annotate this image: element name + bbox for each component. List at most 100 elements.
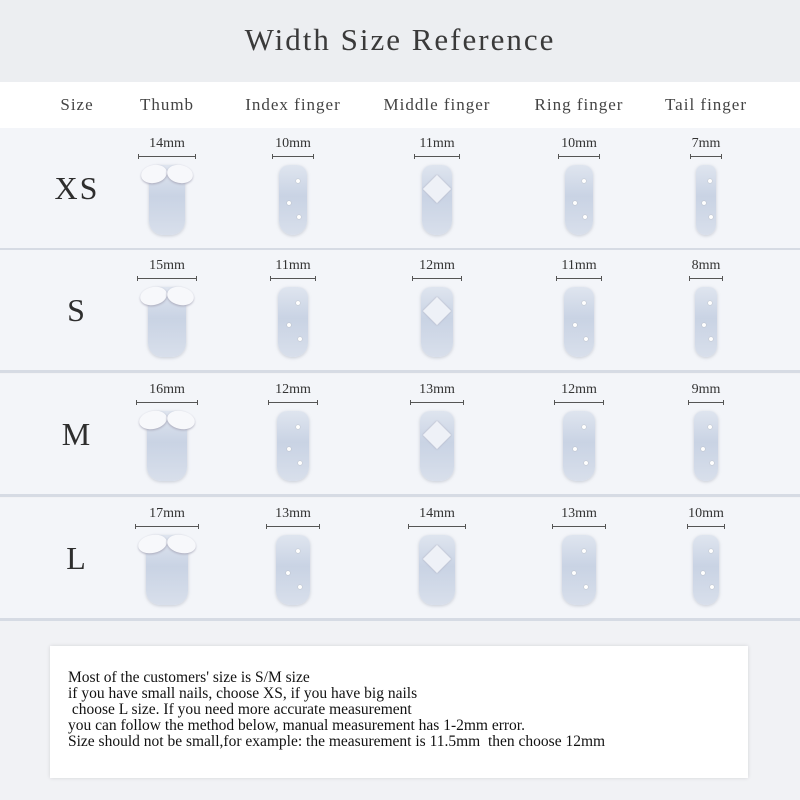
nail-image <box>278 287 308 357</box>
size-label: XS <box>54 170 100 206</box>
width-label: 10mm <box>688 506 724 521</box>
size-label: M <box>61 416 93 452</box>
bow-decoration-icon <box>138 284 196 311</box>
header-size: Size <box>60 95 94 114</box>
width-label: 12mm <box>275 382 311 397</box>
measure-bar-icon <box>138 154 196 159</box>
width-label: 14mm <box>149 136 185 151</box>
nail-image <box>563 411 595 481</box>
measure-bar-icon <box>690 154 722 159</box>
width-label: 7mm <box>691 136 721 151</box>
thumb-cell: 16mm <box>136 382 198 481</box>
measure-bar-icon <box>408 524 466 529</box>
note-line: choose L size. If you need more accurate… <box>68 701 412 718</box>
measure-bar-icon <box>558 154 600 159</box>
size-row-m: M 16mm 12mm 13mm 12mm 9mm <box>0 374 800 497</box>
width-label: 13mm <box>561 506 597 521</box>
note-line: if you have small nails, choose XS, if y… <box>68 685 418 702</box>
measure-bar-icon <box>689 276 723 281</box>
nail-image <box>564 287 594 357</box>
width-label: 11mm <box>561 258 597 273</box>
measure-bar-icon <box>136 400 198 405</box>
tail-cell: 7mm <box>690 136 722 235</box>
nail-image <box>695 287 717 357</box>
nail-image <box>562 535 596 605</box>
measure-bar-icon <box>552 524 606 529</box>
note-line: you can follow the method below, manual … <box>68 717 525 734</box>
index-cell: 13mm <box>266 506 320 605</box>
table-header: Size Thumb Index finger Middle finger Ri… <box>0 82 800 128</box>
page-title: Width Size Reference <box>244 22 556 57</box>
nail-image <box>136 532 198 605</box>
measure-bar-icon <box>412 276 462 281</box>
width-label: 17mm <box>149 506 185 521</box>
nail-image <box>421 287 453 357</box>
size-row-s: S 15mm 11mm 12mm 11mm 8mm <box>0 250 800 373</box>
ring-cell: 10mm <box>558 136 600 235</box>
measure-bar-icon <box>135 524 199 529</box>
index-cell: 10mm <box>272 136 314 235</box>
ring-cell: 12mm <box>554 382 604 481</box>
width-label: 13mm <box>275 506 311 521</box>
bow-decoration-icon <box>139 162 195 189</box>
measure-bar-icon <box>414 154 460 159</box>
note-line: Size should not be small,for example: th… <box>68 733 606 750</box>
measure-bar-icon <box>556 276 602 281</box>
thumb-cell: 17mm <box>135 506 199 605</box>
size-label: L <box>66 540 88 576</box>
measure-bar-icon <box>410 400 464 405</box>
size-row-l: L 17mm 13mm 14mm 13mm 10mm <box>0 498 800 621</box>
nail-image <box>422 165 452 235</box>
bow-decoration-icon <box>136 532 198 559</box>
heart-decoration-icon <box>422 296 452 326</box>
nail-image <box>565 165 593 235</box>
width-label: 11mm <box>275 258 311 273</box>
width-label: 11mm <box>419 136 455 151</box>
measure-bar-icon <box>270 276 316 281</box>
nail-image <box>139 162 195 235</box>
measure-bar-icon <box>687 524 725 529</box>
header-index: Index finger <box>245 95 341 114</box>
middle-cell: 14mm <box>408 506 466 605</box>
nail-image <box>138 284 196 357</box>
tail-cell: 8mm <box>689 258 723 357</box>
width-label: 12mm <box>561 382 597 397</box>
nail-image <box>696 165 716 235</box>
width-label: 12mm <box>419 258 455 273</box>
middle-cell: 11mm <box>414 136 460 235</box>
note-line: Most of the customers' size is S/M size <box>68 669 310 686</box>
size-row-xs: XS 14mm 10mm 11mm 10mm 7mm <box>0 128 800 251</box>
size-label: S <box>67 292 87 328</box>
index-cell: 12mm <box>268 382 318 481</box>
middle-cell: 13mm <box>410 382 464 481</box>
header-thumb: Thumb <box>139 95 195 114</box>
measure-bar-icon <box>268 400 318 405</box>
bow-decoration-icon <box>137 408 197 435</box>
title-band: Width Size Reference <box>0 0 800 82</box>
nail-image <box>694 411 718 481</box>
width-label: 15mm <box>149 258 185 273</box>
tail-cell: 10mm <box>687 506 725 605</box>
heart-decoration-icon <box>422 544 452 574</box>
index-cell: 11mm <box>270 258 316 357</box>
measure-bar-icon <box>137 276 197 281</box>
middle-cell: 12mm <box>412 258 462 357</box>
heart-decoration-icon <box>422 420 452 450</box>
tail-cell: 9mm <box>688 382 724 481</box>
header-middle: Middle finger <box>383 95 491 114</box>
heart-decoration-icon <box>422 174 452 204</box>
thumb-cell: 15mm <box>137 258 197 357</box>
header-ring: Ring finger <box>534 95 624 114</box>
nail-image <box>419 535 455 605</box>
measure-bar-icon <box>266 524 320 529</box>
nail-image <box>137 408 197 481</box>
width-label: 10mm <box>275 136 311 151</box>
width-label: 16mm <box>149 382 185 397</box>
measure-bar-icon <box>272 154 314 159</box>
width-label: 14mm <box>419 506 455 521</box>
thumb-cell: 14mm <box>138 136 196 235</box>
size-note: Most of the customers' size is S/M size … <box>50 646 748 778</box>
ring-cell: 11mm <box>556 258 602 357</box>
measure-bar-icon <box>688 400 724 405</box>
nail-image <box>420 411 454 481</box>
